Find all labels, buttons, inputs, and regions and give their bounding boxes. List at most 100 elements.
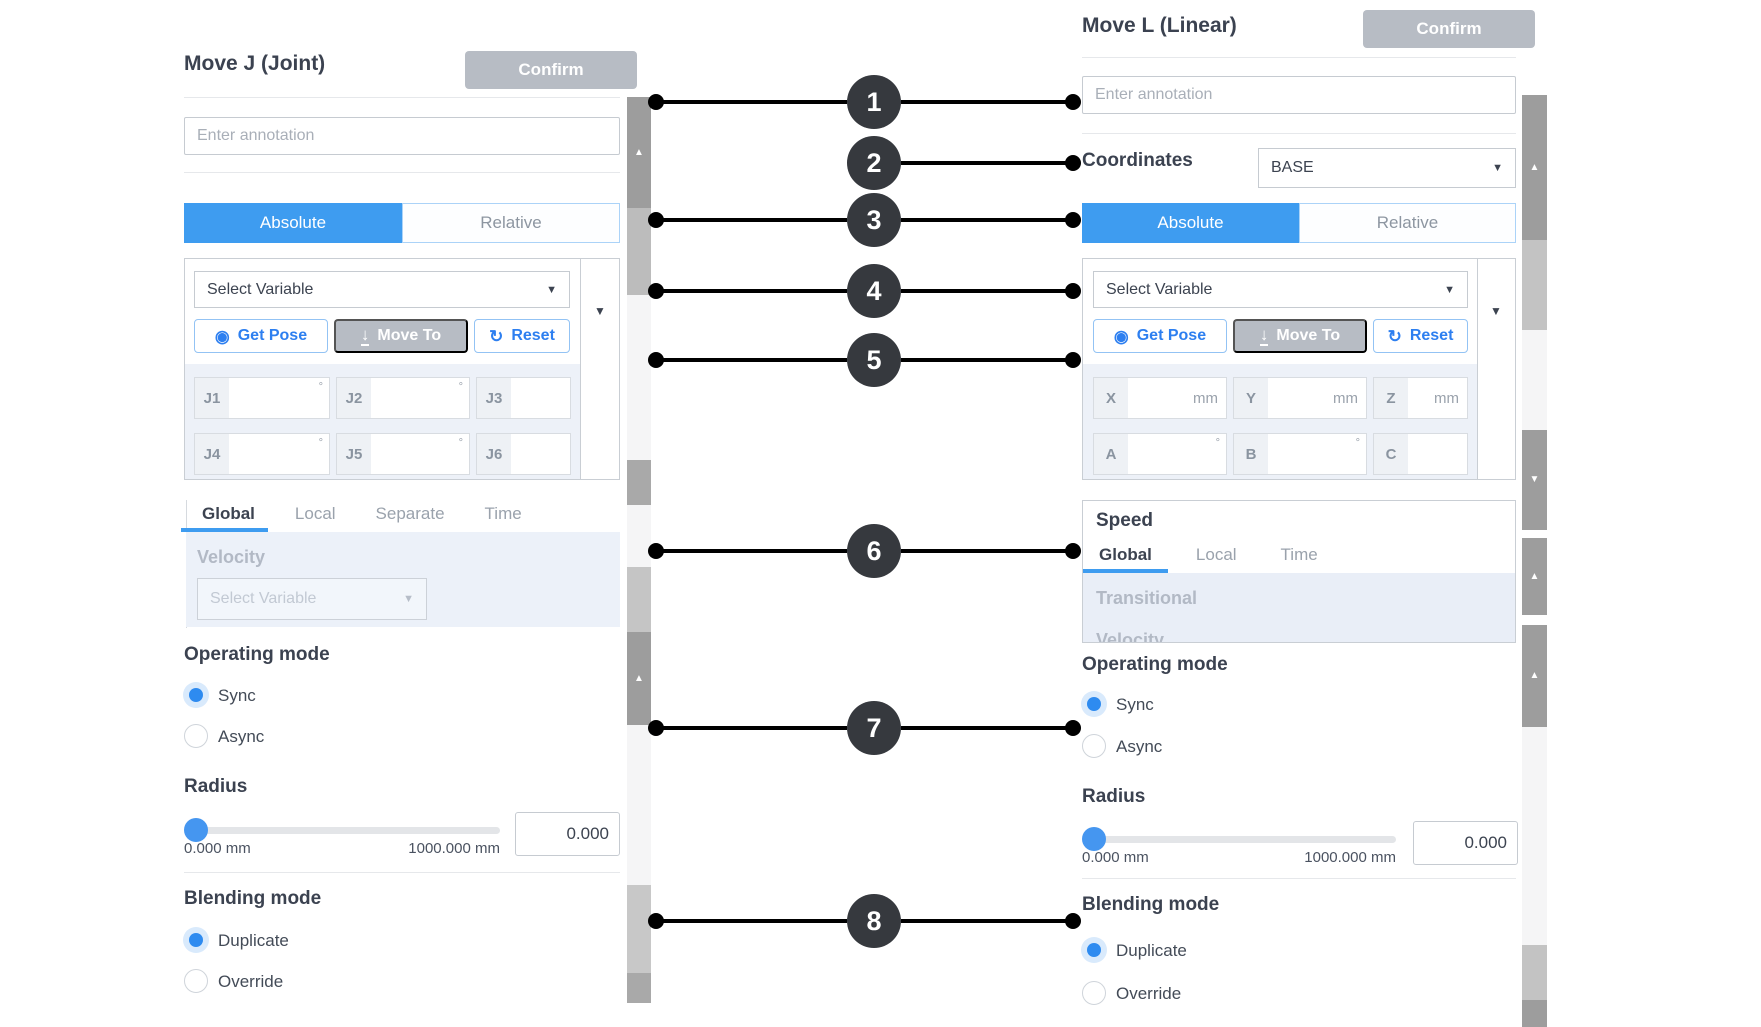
- chevron-down-icon[interactable]: ▼: [594, 304, 606, 318]
- scrollbar-handle[interactable]: ▲: [1522, 538, 1547, 615]
- degree-unit: °: [318, 381, 323, 393]
- scroll-up-icon[interactable]: ▲: [634, 146, 644, 158]
- move-l-move-to-button[interactable]: ↓ Move To: [1233, 319, 1367, 353]
- scrollbar-segment[interactable]: [1522, 1000, 1547, 1027]
- joint-field-j6[interactable]: J6: [476, 433, 571, 475]
- tab-global[interactable]: Global: [202, 504, 255, 523]
- joint-field-j5[interactable]: J5 °: [336, 433, 470, 475]
- scrollbar-handle[interactable]: ▲: [1522, 95, 1547, 240]
- move-l-variable-select[interactable]: Select Variable ▼: [1093, 271, 1468, 308]
- move-l-reset-button[interactable]: ↻ Reset: [1373, 319, 1468, 353]
- radius-slider-track[interactable]: [186, 827, 500, 834]
- move-l-confirm-button[interactable]: Confirm: [1363, 10, 1535, 48]
- field-label: Z: [1374, 378, 1408, 418]
- pose-field-y[interactable]: Y mm: [1233, 377, 1367, 419]
- scrollbar-segment[interactable]: [627, 208, 651, 295]
- override-radio[interactable]: [184, 969, 208, 993]
- joint-field-j3[interactable]: J3: [476, 377, 571, 419]
- joint-field-j4[interactable]: J4 °: [194, 433, 330, 475]
- scrollbar-segment[interactable]: [627, 885, 651, 973]
- move-l-expander-button[interactable]: [1477, 258, 1516, 480]
- field-label: Y: [1234, 378, 1268, 418]
- move-j-move-to-button[interactable]: ↓ Move To: [334, 319, 468, 353]
- field-label: J2: [337, 378, 371, 418]
- async-label[interactable]: Async: [218, 727, 265, 746]
- scroll-up-icon[interactable]: ▲: [1529, 570, 1540, 582]
- move-l-get-pose-button[interactable]: ◉ Get Pose: [1093, 319, 1227, 353]
- joint-field-j1[interactable]: J1 °: [194, 377, 330, 419]
- move-l-tab-relative[interactable]: Relative: [1299, 203, 1516, 243]
- tab-local[interactable]: Local: [294, 504, 336, 523]
- move-j-confirm-button[interactable]: Confirm: [465, 51, 637, 89]
- pose-field-b[interactable]: B °: [1233, 433, 1367, 475]
- scrollbar-track[interactable]: [1522, 330, 1547, 430]
- pose-field-x[interactable]: X mm: [1093, 377, 1227, 419]
- override-label[interactable]: Override: [1116, 984, 1182, 1003]
- tab-time[interactable]: Time: [484, 504, 522, 523]
- move-j-reset-button[interactable]: ↻ Reset: [474, 319, 570, 353]
- scroll-up-icon[interactable]: ▲: [1529, 161, 1540, 173]
- scrollbar-track[interactable]: [627, 725, 651, 885]
- scrollbar-track[interactable]: [627, 505, 651, 567]
- async-label[interactable]: Async: [1116, 737, 1163, 756]
- degree-unit: °: [1355, 437, 1360, 449]
- callout-line: [656, 289, 847, 293]
- move-j-expander-button[interactable]: [580, 258, 620, 480]
- pose-field-a[interactable]: A °: [1093, 433, 1227, 475]
- sync-label[interactable]: Sync: [1116, 695, 1154, 714]
- sync-label[interactable]: Sync: [218, 686, 256, 705]
- tab-local[interactable]: Local: [1195, 545, 1237, 564]
- override-radio[interactable]: [1082, 981, 1106, 1005]
- move-j-velocity-select[interactable]: Select Variable ▼: [197, 578, 427, 620]
- duplicate-radio[interactable]: [1081, 937, 1107, 963]
- sync-radio[interactable]: [1081, 691, 1107, 717]
- tab-time[interactable]: Time: [1280, 545, 1318, 564]
- radius-slider-knob[interactable]: [1082, 827, 1106, 851]
- button-label: Get Pose: [237, 327, 308, 344]
- scrollbar-handle[interactable]: ▲: [627, 97, 651, 208]
- move-j-tab-relative[interactable]: Relative: [402, 203, 620, 243]
- joint-field-j2[interactable]: J2 °: [336, 377, 470, 419]
- callout-line: [656, 549, 847, 553]
- download-arrow-icon: ↓: [1259, 325, 1269, 346]
- override-label[interactable]: Override: [218, 972, 284, 991]
- move-l-tab-absolute[interactable]: Absolute: [1082, 203, 1299, 243]
- async-radio[interactable]: [184, 724, 208, 748]
- move-l-annotation-input[interactable]: [1082, 76, 1516, 114]
- scroll-down-icon[interactable]: ▼: [1529, 474, 1540, 485]
- scrollbar-segment[interactable]: [1522, 240, 1547, 330]
- callout-line: [901, 218, 1073, 222]
- move-j-tab-absolute[interactable]: Absolute: [184, 203, 402, 243]
- tab-global[interactable]: Global: [1099, 545, 1152, 564]
- radius-slider-knob[interactable]: [184, 818, 208, 842]
- async-radio[interactable]: [1082, 734, 1106, 758]
- move-j-variable-select[interactable]: Select Variable ▼: [194, 271, 570, 308]
- sync-radio[interactable]: [183, 682, 209, 708]
- scrollbar-segment[interactable]: [627, 460, 651, 505]
- tab-separate[interactable]: Separate: [375, 504, 445, 523]
- move-j-get-pose-button[interactable]: ◉ Get Pose: [194, 319, 328, 353]
- field-label: J5: [337, 434, 371, 474]
- pose-field-c[interactable]: C: [1373, 433, 1468, 475]
- radius-slider-track[interactable]: [1084, 836, 1396, 843]
- pose-field-z[interactable]: Z mm: [1373, 377, 1468, 419]
- scrollbar-segment[interactable]: [627, 973, 651, 1003]
- move-j-annotation-input[interactable]: [184, 117, 620, 155]
- duplicate-radio[interactable]: [183, 927, 209, 953]
- duplicate-label[interactable]: Duplicate: [218, 931, 289, 950]
- scrollbar-handle[interactable]: ▲: [1522, 625, 1547, 727]
- scroll-up-icon[interactable]: ▲: [1529, 670, 1540, 681]
- scrollbar-segment[interactable]: [1522, 945, 1547, 1000]
- chevron-down-icon[interactable]: ▼: [1490, 304, 1502, 318]
- move-l-coordinates-select[interactable]: BASE ▼: [1258, 148, 1516, 188]
- tab-label: Relative: [480, 213, 542, 232]
- scrollbar-track[interactable]: [1522, 727, 1547, 945]
- radius-value-input[interactable]: 0.000: [1413, 821, 1518, 865]
- scrollbar-handle[interactable]: ▼: [1522, 430, 1547, 530]
- scrollbar-track[interactable]: [627, 295, 651, 460]
- scrollbar-segment[interactable]: [627, 567, 651, 632]
- scrollbar-handle[interactable]: ▲: [627, 632, 651, 725]
- radius-value-input[interactable]: 0.000: [515, 812, 620, 856]
- duplicate-label[interactable]: Duplicate: [1116, 941, 1187, 960]
- scroll-up-icon[interactable]: ▲: [634, 672, 644, 684]
